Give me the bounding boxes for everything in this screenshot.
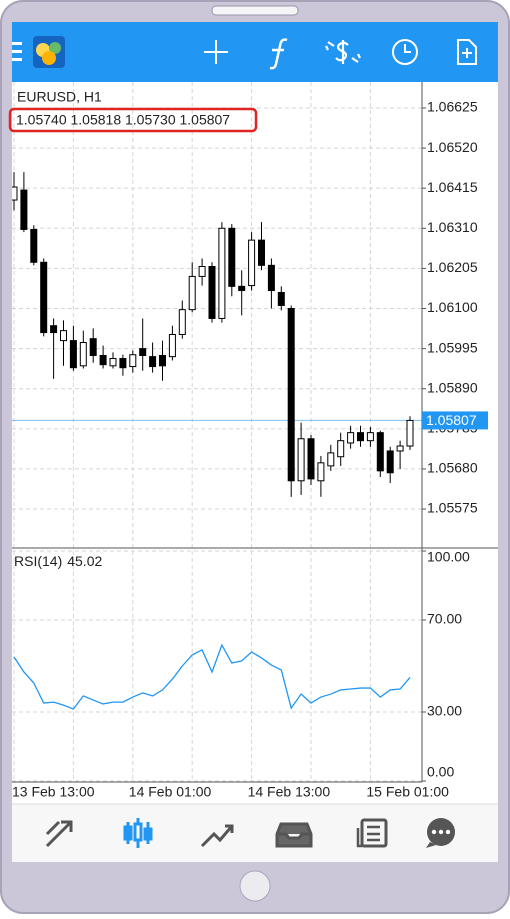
indicators-icon[interactable] xyxy=(269,38,288,70)
y-tick-label: 1.06205 xyxy=(427,259,478,275)
y-tick-label: 30.00 xyxy=(427,703,462,719)
news-tab[interactable] xyxy=(356,818,388,848)
candle-body xyxy=(258,239,265,266)
candle-body xyxy=(109,358,117,367)
rsi-title: RSI(14) 45.02 xyxy=(14,553,102,569)
y-tick-label: 1.06415 xyxy=(427,179,478,195)
candle-body xyxy=(99,354,107,366)
candle-body xyxy=(307,438,315,480)
clock-icon[interactable] xyxy=(392,39,418,65)
y-tick-label: 1.05680 xyxy=(427,460,478,476)
last-price-tag xyxy=(422,411,488,430)
x-tick-label: 15 Feb 01:00 xyxy=(366,784,449,800)
trade-tab[interactable] xyxy=(200,824,234,848)
candle-body xyxy=(12,186,18,201)
x-tick-label: 14 Feb 01:00 xyxy=(129,784,212,800)
candle-body xyxy=(406,419,414,447)
candle-body xyxy=(129,354,137,368)
candle-body xyxy=(327,452,335,467)
candle-body xyxy=(267,264,275,292)
rsi-name: RSI(14) xyxy=(14,553,62,569)
candle-body xyxy=(168,333,176,358)
x-tick-label: 14 Feb 13:00 xyxy=(248,784,331,800)
candle-body xyxy=(228,227,236,287)
candle-body xyxy=(396,445,404,452)
candle-body xyxy=(139,348,147,356)
candle-body xyxy=(89,338,97,356)
bottom-nav xyxy=(12,804,498,862)
candle-body xyxy=(386,450,394,474)
candle-body xyxy=(238,285,246,292)
y-tick-label: 1.06310 xyxy=(427,219,478,235)
candle-body xyxy=(337,440,345,458)
y-tick-label: 70.00 xyxy=(427,611,462,627)
candle-body xyxy=(317,462,325,482)
candle-body xyxy=(119,358,127,369)
axis-labels: 1.06625 1.06520 1.06415 1.06310 1.06205 1.061… xyxy=(12,99,488,800)
quotes-tab[interactable] xyxy=(45,820,73,848)
candle-body xyxy=(40,261,48,334)
y-tick-label: 1.06100 xyxy=(427,299,478,315)
chat-tab[interactable] xyxy=(426,818,455,848)
candle-body xyxy=(277,291,285,306)
candle-body xyxy=(208,265,216,319)
candle-body xyxy=(287,308,295,482)
screen xyxy=(12,22,498,862)
ohlc-text: 1.05740 1.05818 1.05730 1.05807 xyxy=(16,112,230,128)
home-button[interactable] xyxy=(239,870,271,902)
candle-body xyxy=(60,330,67,342)
candle-body xyxy=(357,432,364,442)
candle-body xyxy=(366,432,374,442)
candle-body xyxy=(159,354,166,367)
candle-body xyxy=(198,265,206,277)
y-tick-label: 1.05575 xyxy=(427,500,478,516)
new-order-icon[interactable] xyxy=(457,39,477,65)
candle-body xyxy=(69,340,77,369)
candle-body xyxy=(218,227,226,319)
chart-tab[interactable] xyxy=(123,818,153,848)
candle-body xyxy=(376,432,384,472)
symbols-icon[interactable] xyxy=(325,40,361,64)
grid xyxy=(12,82,422,782)
ohlc-highlight xyxy=(8,107,258,133)
menu-icon[interactable] xyxy=(12,42,22,61)
last-price-label: 1.05807 xyxy=(426,412,477,428)
candle-body xyxy=(178,309,186,335)
speaker xyxy=(211,5,299,16)
x-tick-label: 13 Feb 13:00 xyxy=(12,784,95,800)
candle-body xyxy=(188,275,196,311)
crosshair-icon[interactable] xyxy=(204,40,228,64)
candle-body xyxy=(50,325,58,334)
toolbar xyxy=(12,22,498,82)
candle-body xyxy=(30,228,38,263)
symbol-title: EURUSD, H1 xyxy=(17,89,102,105)
app-logo[interactable] xyxy=(33,36,65,68)
y-tick-label: 1.06520 xyxy=(427,139,478,155)
candle-body xyxy=(347,432,355,444)
y-tick-label: 1.06625 xyxy=(427,99,478,115)
candle-body xyxy=(297,438,305,482)
candle-body xyxy=(149,356,157,368)
y-tick-label: 0.00 xyxy=(427,764,454,780)
candle-body xyxy=(248,239,256,287)
y-tick-label: 1.05995 xyxy=(427,339,478,355)
candle-body xyxy=(20,189,28,230)
rsi-line xyxy=(13,643,411,710)
y-tick-label: 100.00 xyxy=(427,549,470,565)
candle-body xyxy=(79,342,87,367)
history-tab[interactable] xyxy=(275,822,313,848)
y-tick-label: 1.05890 xyxy=(427,379,478,395)
rsi-value: 45.02 xyxy=(67,553,102,569)
plot xyxy=(12,172,414,710)
